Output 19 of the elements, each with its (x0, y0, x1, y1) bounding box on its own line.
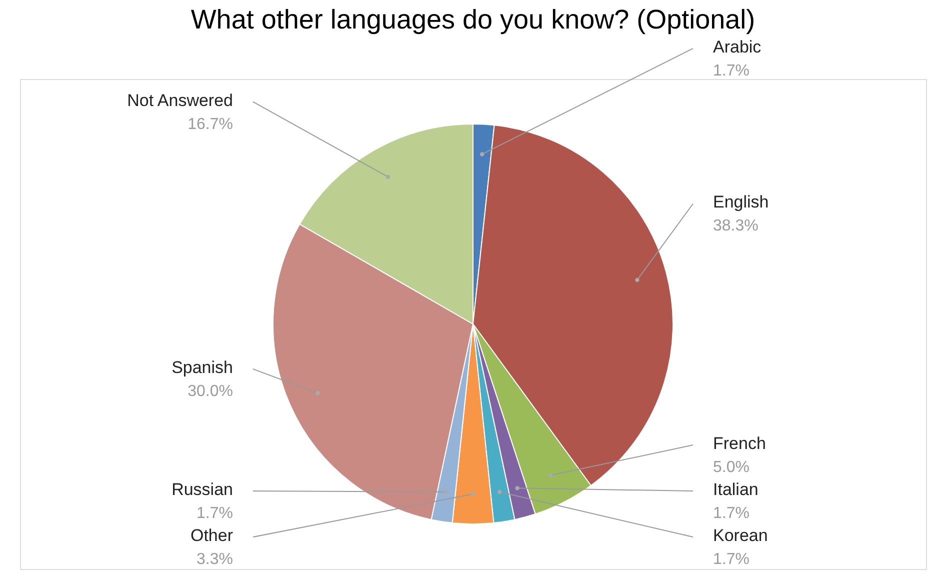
chart-title: What other languages do you know? (Optional) (190, 4, 756, 34)
slice-label: Arabic (713, 37, 762, 56)
data-label: 1.7% (196, 505, 233, 522)
slice-label: Spanish (172, 358, 233, 378)
data-label: 38.3% (713, 218, 758, 235)
slice-label: Other (190, 526, 234, 545)
data-label: 30.0% (188, 383, 233, 400)
slice-label: Italian (713, 480, 758, 499)
slice-label: French (713, 434, 766, 453)
data-label: 3.3% (196, 551, 233, 568)
data-label: 16.7% (188, 116, 233, 133)
data-label: 1.7% (713, 505, 750, 522)
slice-label: Korean (713, 526, 768, 545)
slice-label: Not Answered (127, 90, 233, 110)
data-label: 1.7% (713, 62, 750, 80)
data-label: 1.7% (713, 551, 750, 568)
slice-label: Russian (172, 480, 233, 499)
data-label: 5.0% (713, 459, 750, 476)
slice-label: English (713, 192, 769, 212)
